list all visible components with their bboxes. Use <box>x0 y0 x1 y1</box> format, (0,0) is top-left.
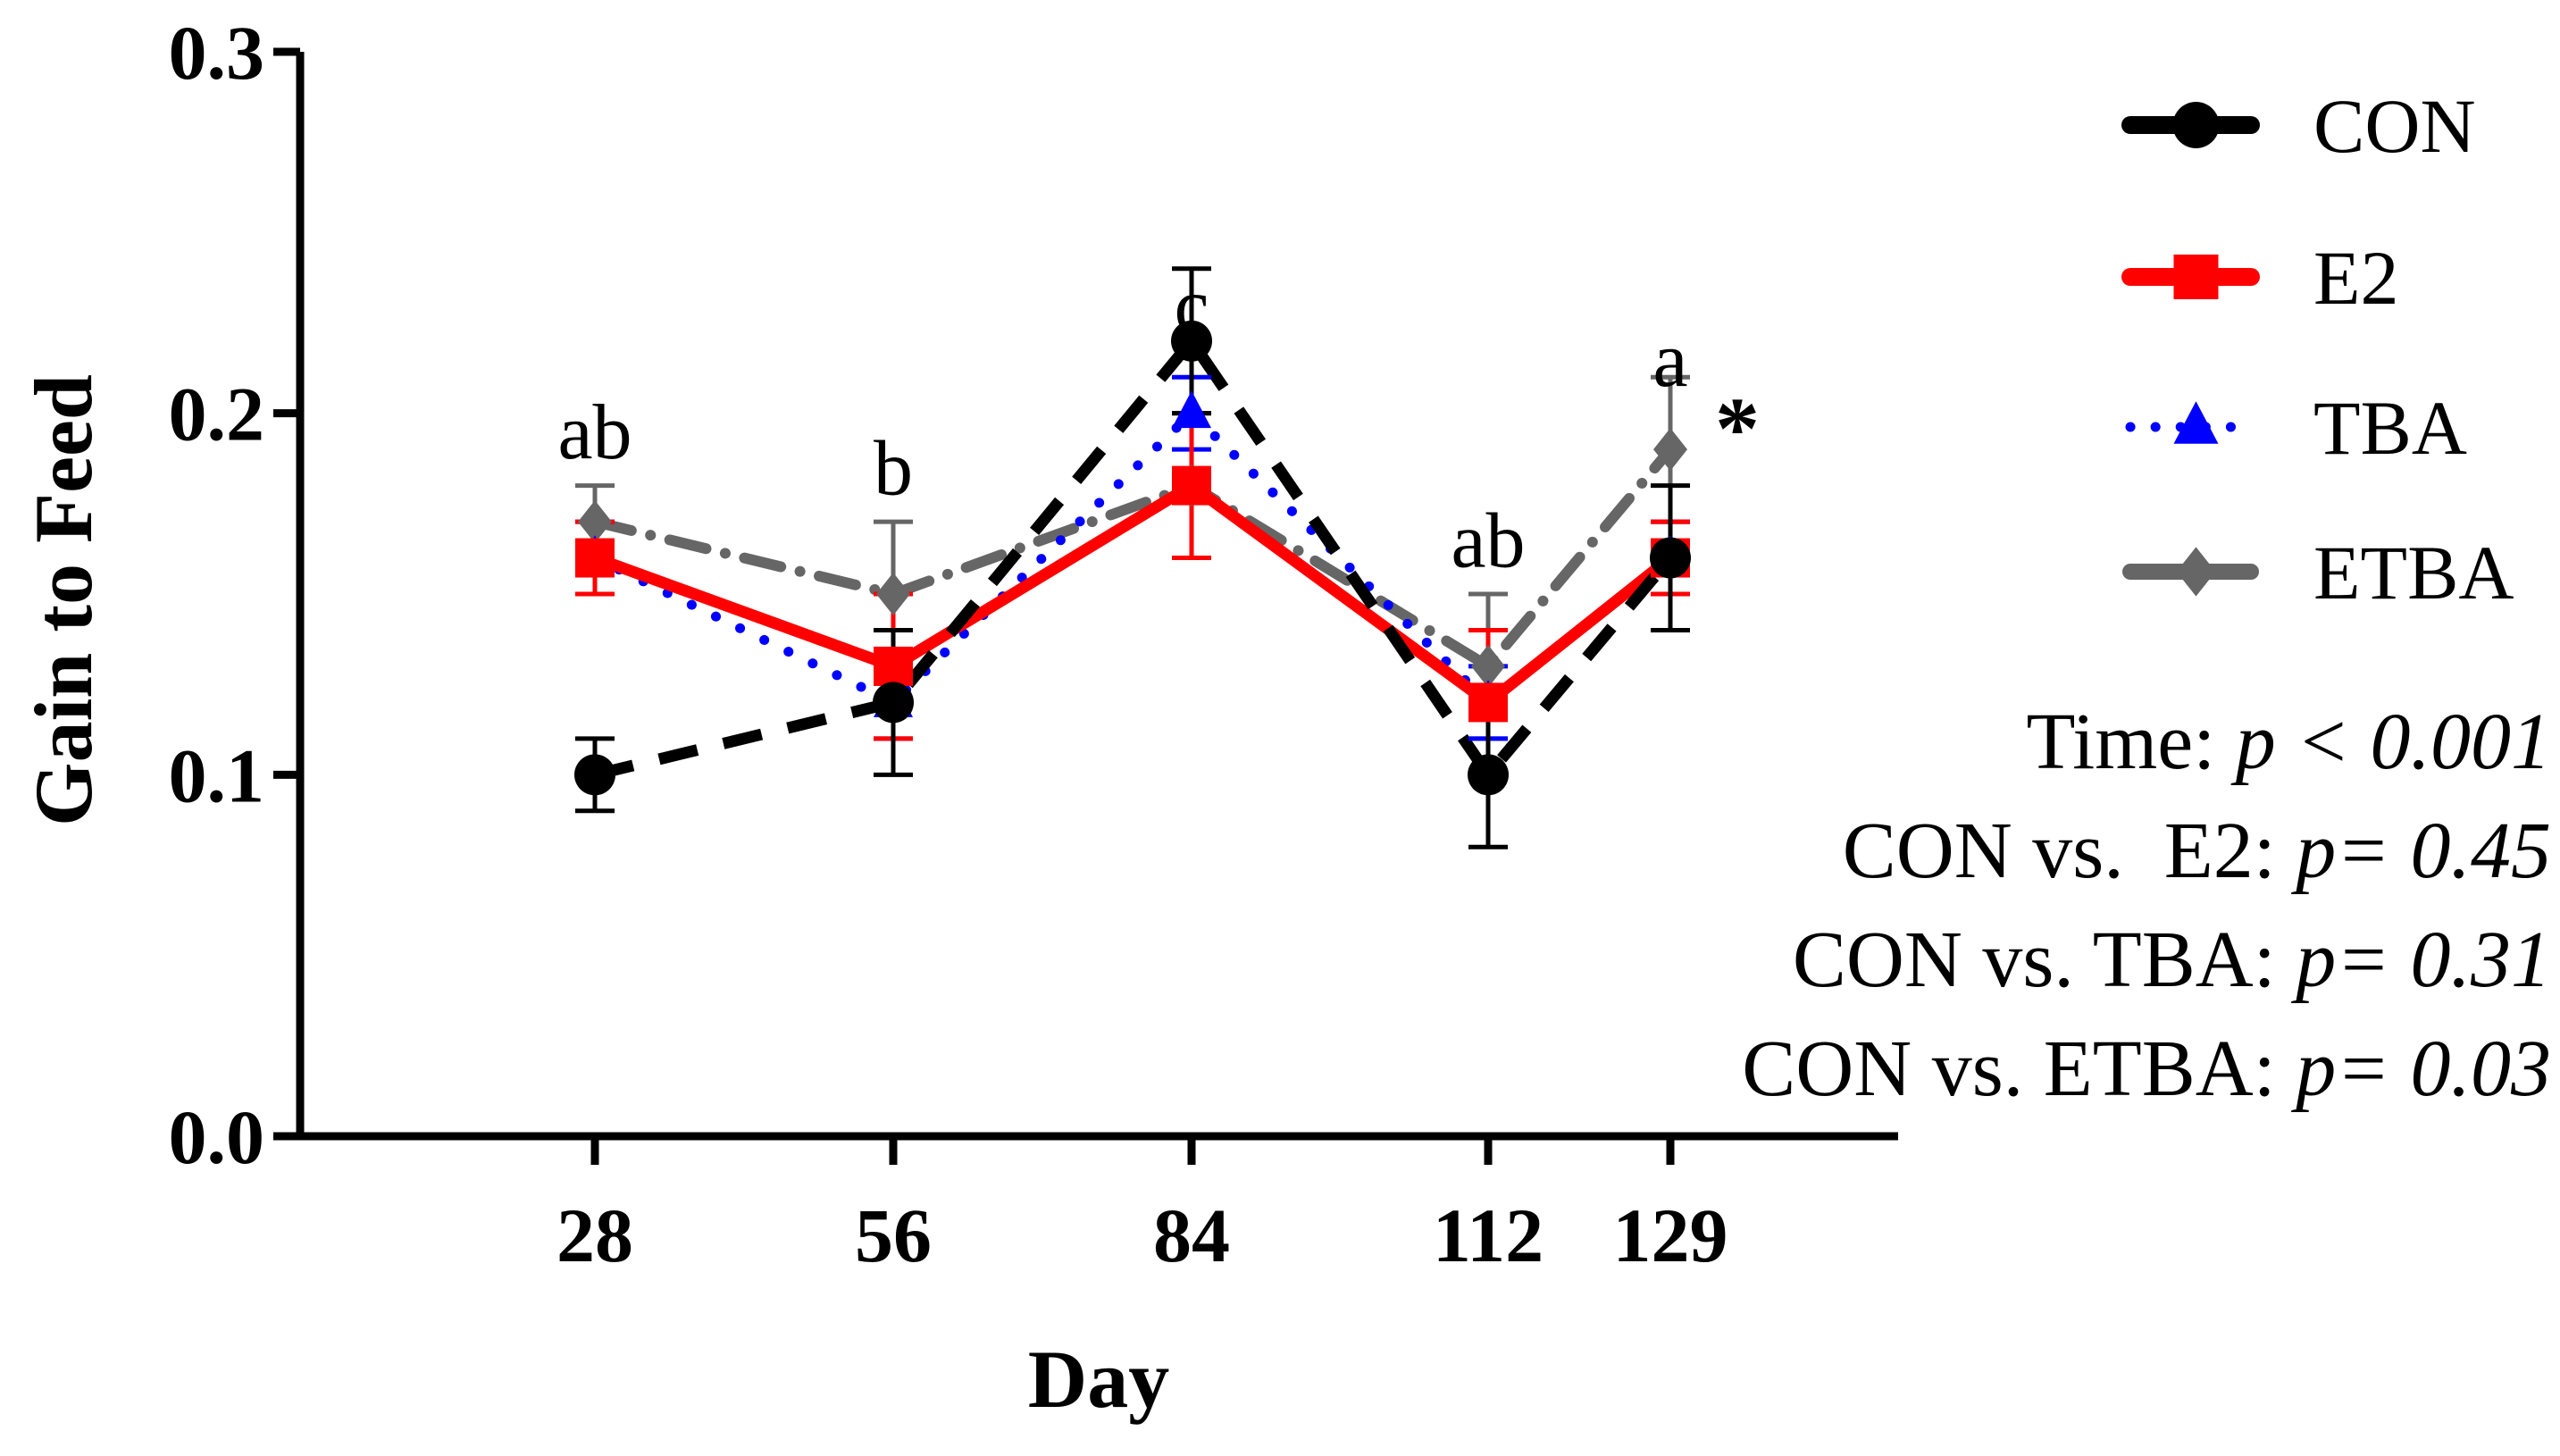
legend-label: TBA <box>2313 385 2467 471</box>
x-tick-label: 56 <box>855 1192 932 1278</box>
x-axis-label: Day <box>1028 1334 1169 1425</box>
data-point-con <box>1468 754 1509 796</box>
y-tick-label: 0.2 <box>169 372 265 457</box>
x-tick-label: 84 <box>1153 1192 1230 1278</box>
stats-label: CON vs. TBA: <box>1792 916 2296 1004</box>
legend-item-tba: TBA <box>2125 385 2467 471</box>
legend: CON E2 TBA ETBA <box>2121 83 2514 615</box>
legend-item-e2: E2 <box>2121 235 2399 321</box>
data-point-e2 <box>1468 682 1508 723</box>
stats-p-value: p= 0.03 <box>2296 1025 2551 1113</box>
data-point-tba <box>1172 390 1211 429</box>
stats-line-tba: CON vs. TBA: p= 0.31 <box>1569 906 2551 1015</box>
y-tick-label: 0.3 <box>169 10 265 96</box>
significance-letter: * <box>1715 379 1760 478</box>
stats-label: Time: <box>2026 698 2236 786</box>
legend-marker <box>2176 547 2216 597</box>
data-point-etba <box>1653 428 1687 472</box>
data-point-etba <box>1471 644 1505 688</box>
legend-marker <box>2172 102 2220 148</box>
stats-line-etba: CON vs. ETBA: p= 0.03 <box>1569 1015 2551 1124</box>
legend-label: ETBA <box>2313 530 2514 615</box>
axes: 0.0 0.1 0.2 0.3 28 56 84 112 129 Day Gain to Feed <box>18 10 1898 1425</box>
stats-label: CON vs. ETBA: <box>1742 1025 2296 1113</box>
significance-letter: ab <box>557 389 632 476</box>
legend-item-etba: ETBA <box>2122 530 2514 615</box>
stats-line-time: Time: p < 0.001 <box>1569 688 2551 797</box>
significance-letter: a <box>1652 317 1687 404</box>
data-point-e2 <box>874 646 913 686</box>
stats-block: Time: p < 0.001 CON vs. E2: p= 0.45 CON … <box>1569 688 2551 1124</box>
stats-p-value: p= 0.45 <box>2296 807 2551 895</box>
data-point-con <box>873 682 914 724</box>
legend-marker <box>2173 401 2219 444</box>
legend-marker <box>2173 255 2219 299</box>
legend-label: CON <box>2313 83 2476 169</box>
data-point-con <box>574 754 615 796</box>
x-tick-label: 28 <box>556 1192 633 1278</box>
y-tick-label: 0.1 <box>169 732 265 818</box>
data-point-con <box>1171 320 1212 362</box>
stats-label: CON vs. E2: <box>1842 807 2296 895</box>
significance-letter: ab <box>1451 498 1525 584</box>
data-point-con <box>1650 537 1691 579</box>
significance-letter: c <box>1174 263 1209 349</box>
stats-line-e2: CON vs. E2: p= 0.45 <box>1569 797 2551 906</box>
data-point-e2 <box>1172 465 1211 506</box>
data-point-etba <box>578 500 612 544</box>
legend-item-con: CON <box>2121 83 2476 169</box>
y-axis-label: Gain to Feed <box>18 374 109 826</box>
stats-p-value: p < 0.001 <box>2235 698 2551 786</box>
x-tick-label: 112 <box>1433 1192 1544 1278</box>
x-tick-label: 129 <box>1613 1192 1728 1278</box>
data-point-e2 <box>575 538 615 578</box>
series-line-con <box>593 331 1675 785</box>
legend-label: E2 <box>2313 235 2399 321</box>
significance-letter: b <box>874 425 913 512</box>
markers <box>574 320 1691 796</box>
data-point-etba <box>876 573 910 615</box>
stats-p-value: p= 0.31 <box>2296 916 2551 1004</box>
annotations: ab b c ab a * <box>557 263 1760 584</box>
y-tick-label: 0.0 <box>169 1094 265 1180</box>
